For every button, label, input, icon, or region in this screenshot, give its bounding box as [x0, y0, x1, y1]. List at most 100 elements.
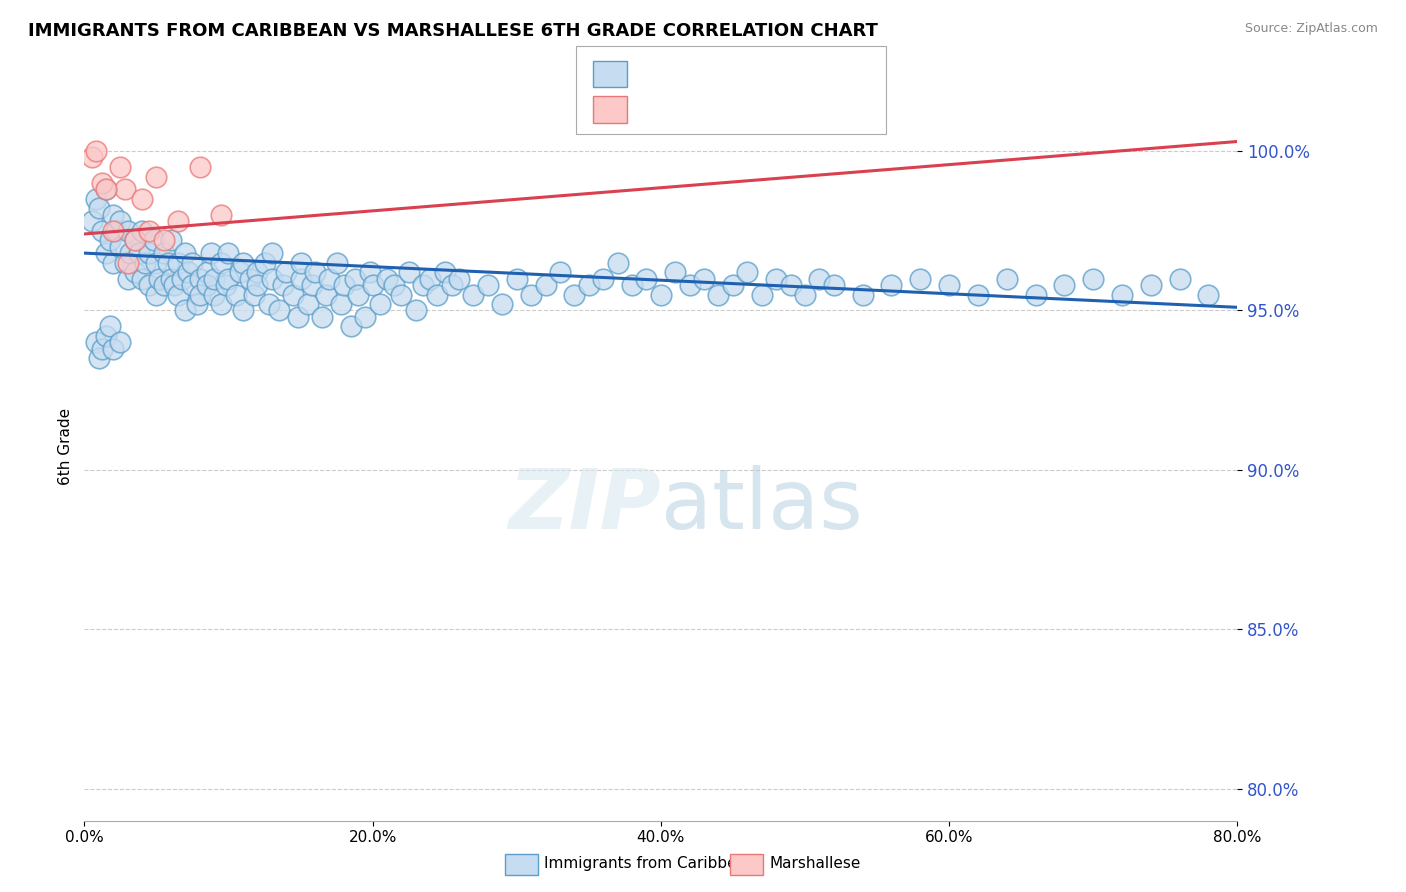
- Text: R =: R =: [633, 101, 669, 119]
- Point: [419, 271, 441, 285]
- Point: [117, 255, 139, 269]
- Point: [188, 160, 211, 174]
- Point: [186, 297, 208, 311]
- Point: [693, 271, 716, 285]
- Point: [181, 277, 204, 292]
- Point: [318, 271, 340, 285]
- Point: [145, 255, 167, 269]
- Text: IMMIGRANTS FROM CARIBBEAN VS MARSHALLESE 6TH GRADE CORRELATION CHART: IMMIGRANTS FROM CARIBBEAN VS MARSHALLESE…: [28, 22, 877, 40]
- Point: [124, 265, 146, 279]
- Point: [209, 255, 232, 269]
- Point: [808, 271, 831, 285]
- Point: [606, 255, 628, 269]
- Point: [152, 233, 174, 247]
- Point: [329, 297, 352, 311]
- Point: [114, 255, 136, 269]
- Point: [148, 271, 170, 285]
- Point: [94, 182, 117, 196]
- Point: [297, 297, 319, 311]
- Point: [200, 246, 222, 260]
- Point: [1140, 277, 1163, 292]
- Text: N =: N =: [738, 101, 775, 119]
- Point: [765, 271, 787, 285]
- Point: [246, 265, 269, 279]
- Point: [564, 287, 586, 301]
- Point: [195, 265, 218, 279]
- Point: [209, 208, 232, 222]
- Point: [359, 265, 381, 279]
- Point: [910, 271, 932, 285]
- Point: [131, 224, 153, 238]
- Point: [98, 233, 121, 247]
- Point: [90, 224, 112, 238]
- Point: [110, 335, 132, 350]
- Point: [333, 277, 356, 292]
- Text: N =: N =: [738, 65, 775, 83]
- Point: [823, 277, 845, 292]
- Text: ZIP: ZIP: [508, 466, 661, 547]
- Point: [103, 255, 124, 269]
- Point: [506, 271, 529, 285]
- Point: [188, 287, 211, 301]
- Point: [103, 342, 124, 356]
- Point: [534, 277, 557, 292]
- Point: [1053, 277, 1076, 292]
- Point: [80, 214, 103, 228]
- Point: [152, 277, 174, 292]
- Point: [110, 160, 132, 174]
- Point: [548, 265, 571, 279]
- Point: [181, 255, 204, 269]
- Point: [1111, 287, 1133, 301]
- Point: [477, 277, 499, 292]
- Point: [160, 233, 183, 247]
- Point: [218, 271, 240, 285]
- Point: [650, 287, 672, 301]
- Point: [794, 287, 817, 301]
- Point: [138, 277, 160, 292]
- Text: Marshallese: Marshallese: [769, 856, 860, 871]
- Point: [124, 233, 146, 247]
- Point: [90, 342, 112, 356]
- Point: [737, 265, 759, 279]
- Point: [311, 310, 333, 324]
- Point: [94, 329, 117, 343]
- Point: [87, 202, 110, 216]
- Text: 147: 147: [780, 65, 815, 83]
- Text: Immigrants from Caribbean: Immigrants from Caribbean: [544, 856, 756, 871]
- Point: [188, 271, 211, 285]
- Point: [156, 255, 179, 269]
- Point: [243, 287, 266, 301]
- Point: [103, 224, 124, 238]
- Point: [232, 303, 254, 318]
- Point: [679, 277, 702, 292]
- Point: [412, 277, 434, 292]
- Point: [209, 297, 232, 311]
- Point: [398, 265, 420, 279]
- Point: [84, 335, 107, 350]
- Point: [202, 271, 225, 285]
- Point: [232, 255, 254, 269]
- Point: [253, 255, 276, 269]
- Point: [117, 271, 139, 285]
- Point: [361, 277, 384, 292]
- Point: [276, 265, 298, 279]
- Point: [84, 144, 107, 158]
- Point: [94, 182, 117, 196]
- Point: [340, 319, 363, 334]
- Point: [283, 287, 305, 301]
- Point: [218, 246, 240, 260]
- Point: [160, 271, 183, 285]
- Point: [440, 277, 463, 292]
- Point: [128, 246, 150, 260]
- Point: [105, 224, 128, 238]
- Point: [145, 169, 167, 184]
- Point: [578, 277, 600, 292]
- Point: [174, 303, 197, 318]
- Point: [664, 265, 686, 279]
- Point: [1025, 287, 1047, 301]
- Point: [449, 271, 471, 285]
- Point: [177, 265, 200, 279]
- Point: [124, 233, 146, 247]
- Point: [267, 303, 290, 318]
- Text: atlas: atlas: [661, 466, 862, 547]
